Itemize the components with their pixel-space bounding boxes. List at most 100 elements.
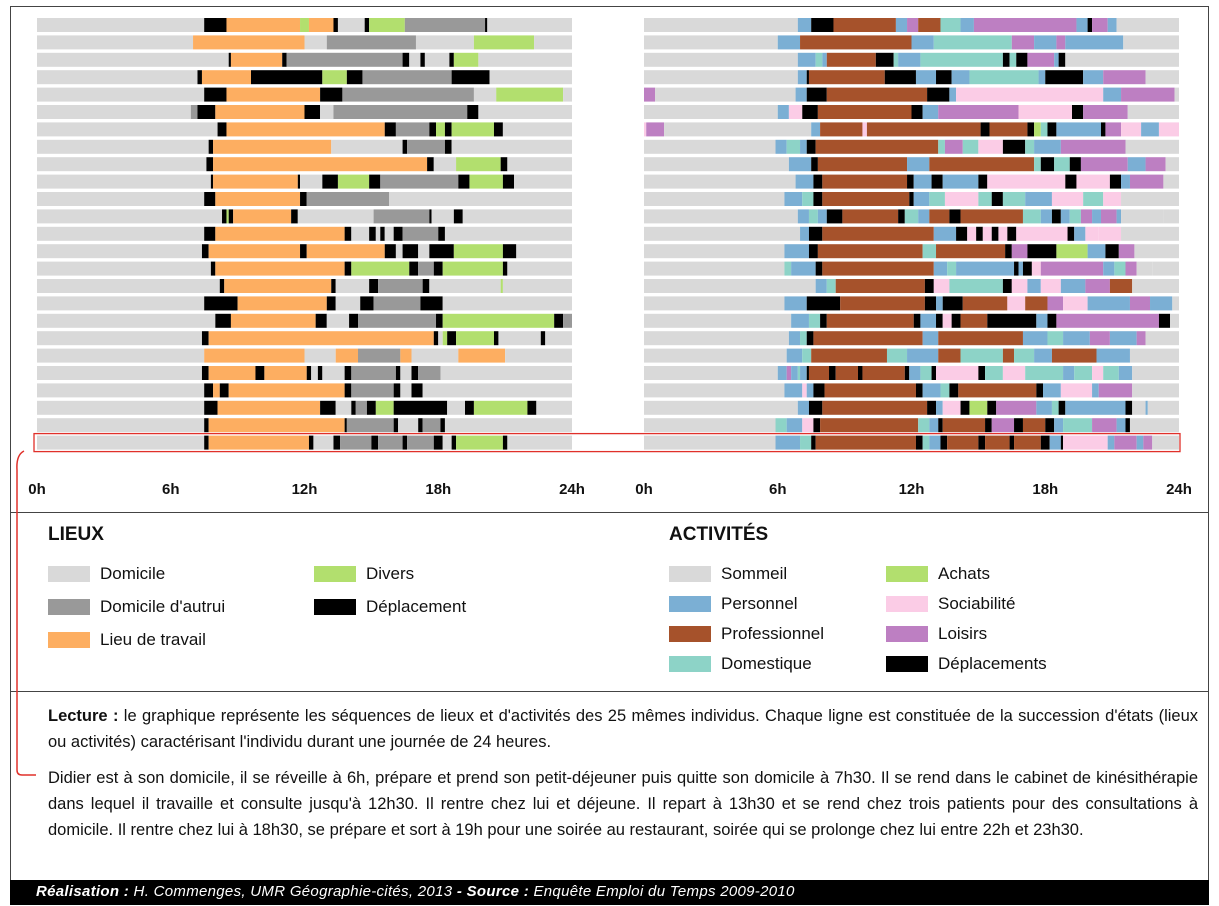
sequence-segment [384,226,394,241]
sequence-segment [938,139,945,154]
sequence-segment [1040,209,1052,224]
sequence-segment [1034,348,1052,363]
sequence-segment [644,435,776,450]
sequence-segment [1058,400,1066,415]
sequence-segment [987,174,1066,189]
legend-label: Domestique [721,654,812,673]
sequence-segment [306,244,385,259]
sequence-segment [806,383,814,398]
sequence-segment [402,139,408,154]
sequence-segment [208,244,301,259]
sequence-segment [375,226,381,241]
sequence-segment [644,279,816,293]
sequence-segment [516,244,572,259]
sequence-segment [210,261,216,276]
sequence-segment [37,139,209,154]
sequence-segment [813,174,823,189]
sequence-segment [346,70,363,85]
sequence-segment [251,70,323,85]
sequence-segment [369,18,405,32]
sequence-segment [1007,226,1017,241]
sequence-segment [817,157,908,172]
sequence-segment [924,279,934,293]
sequence-segment [351,261,410,276]
sequence-segment [936,313,943,328]
sequence-segment [1087,244,1106,259]
sequence-segment [1034,35,1057,50]
sequence-segment [813,192,823,206]
legend-item-domestique: Domestique [669,653,812,675]
sequence-segment [1127,105,1179,119]
sequence-segment [980,122,990,137]
sequence-segment [37,348,205,363]
sequence-segment [800,331,807,346]
sequence-segment [644,400,798,415]
sequence-segment [433,435,443,450]
sequence-segment [333,18,338,32]
sequence-segment [300,192,307,206]
sequence-segment [806,331,814,346]
sequence-segment [813,383,825,398]
sequence-segment [1040,279,1061,293]
story-paragraph: Didier est à son domicile, il se réveill… [48,769,1198,839]
sequence-segment [230,52,283,67]
sequence-segment [308,18,334,32]
legend-activites-title: ACTIVITÉS [669,524,769,545]
sequence-segment [1100,209,1117,224]
sequence-segment [795,87,807,102]
sequence-segment [1072,105,1084,119]
sequence-segment [1040,261,1104,276]
sequence-segment [197,105,216,119]
sequence-segment [913,174,932,189]
sequence-segment [340,435,372,450]
separator-text [10,691,1209,692]
sequence-segment [1056,122,1101,137]
sequence-segment [1045,418,1055,433]
sequence-segment [507,261,572,276]
sequence-segment [791,313,809,328]
sequence-segment [369,226,376,241]
sequence-segment [655,87,796,102]
sequence-segment [213,139,332,154]
sequence-segment [915,435,923,450]
sequence-segment [1121,192,1179,206]
sequence-segment [1083,70,1104,85]
sequence-segment [644,244,785,259]
sequence-segment [473,35,535,50]
sequence-segment [1092,209,1101,224]
sequence-segment [1058,52,1066,67]
sequence-segment [1007,296,1026,311]
sequence-segment [931,366,937,380]
sequence-segment [384,122,396,137]
footer-credits: Réalisation : H. Commenges, UMR Géograph… [10,880,1209,905]
sequence-segment [37,244,202,259]
sequence-segment [996,400,1037,415]
sequence-segment [1051,348,1097,363]
sequence-segment [37,192,205,206]
sequence-segment [322,174,338,189]
sequence-segment [1022,331,1048,346]
sequence-segment [775,435,801,450]
sequence-segment [1085,226,1099,241]
sequence-segment [991,226,999,241]
sequence-segment [1076,174,1110,189]
sequence-segment [1027,52,1055,67]
sequence-segment [326,313,350,328]
sequence-segment [201,244,209,259]
sequence-segment [369,174,381,189]
sequence-segment [1034,157,1041,172]
legend-label: Domicile [100,564,166,583]
sequence-segment [358,313,437,328]
sequence-segment [1152,435,1179,450]
sequence-segment [644,418,776,433]
sequence-segment [644,296,785,311]
sequence-segment [478,52,572,67]
sequence-segment [502,122,572,137]
sequence-segment [1063,418,1093,433]
sequence-segment [444,139,452,154]
axis-tick-label: 0h [28,481,46,498]
sequence-segment [315,313,327,328]
sequence-segment [1096,348,1130,363]
sequence-segment [913,192,930,206]
sequence-segment [507,435,572,450]
